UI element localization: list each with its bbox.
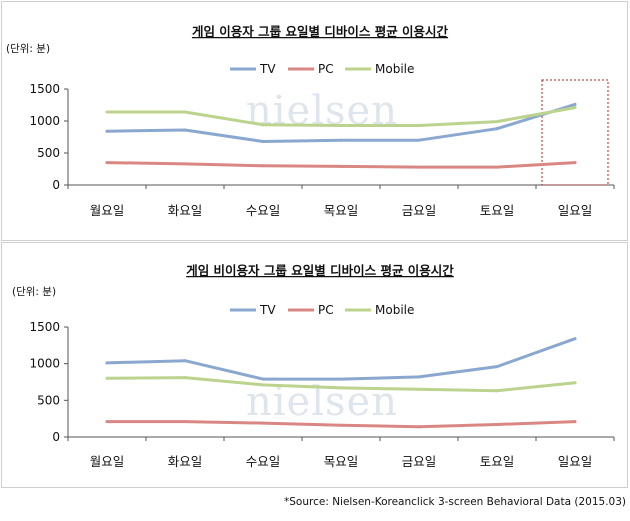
top-point-pc xyxy=(573,161,577,165)
top-y-tick-label: 1500 xyxy=(29,82,60,96)
top-point-pc xyxy=(261,164,265,168)
bottom-point-mobile xyxy=(573,381,577,385)
bottom-category-label: 수요일 xyxy=(246,454,281,469)
bottom-y-tick-label: 1500 xyxy=(29,320,60,334)
bottom-chart-title: 게임 비이용자 그룹 요일별 디바이스 평균 이용시간 xyxy=(186,263,454,278)
top-legend-label-pc: PC xyxy=(318,62,334,76)
top-point-mobile xyxy=(573,106,577,110)
bottom-point-tv xyxy=(417,375,421,379)
bottom-y-tick-label: 1000 xyxy=(29,357,60,371)
top-category-label: 목요일 xyxy=(324,203,359,218)
bottom-y-tick-label: 500 xyxy=(37,393,60,407)
top-legend-label-mobile: Mobile xyxy=(375,62,414,76)
bottom-point-tv xyxy=(339,377,343,381)
top-category-label: 금요일 xyxy=(402,203,437,218)
top-line-chart: nielsen 게임 이용자 그룹 요일별 디바이스 평균 이용시간 (단위: 분)… xyxy=(6,24,615,218)
top-y-tick-label: 500 xyxy=(37,146,60,160)
top-category-label: 토요일 xyxy=(480,203,515,218)
bottom-legend-label-mobile: Mobile xyxy=(375,303,414,317)
top-point-mobile xyxy=(183,110,187,114)
top-point-mobile xyxy=(495,120,499,124)
bottom-point-pc xyxy=(573,420,577,424)
bottom-category-label: 토요일 xyxy=(480,454,515,469)
top-unit-label: (단위: 분) xyxy=(6,42,50,55)
bottom-point-mobile xyxy=(339,386,343,390)
bottom-category-label: 화요일 xyxy=(168,454,203,469)
top-watermark: nielsen xyxy=(246,88,398,134)
bottom-legend-label-pc: PC xyxy=(318,303,334,317)
bottom-point-pc xyxy=(339,423,343,427)
top-point-pc xyxy=(417,165,421,169)
top-category-label: 수요일 xyxy=(246,203,281,218)
top-chart-title: 게임 이용자 그룹 요일별 디바이스 평균 이용시간 xyxy=(192,24,449,39)
top-point-pc xyxy=(105,161,109,165)
top-y-tick-label: 1000 xyxy=(29,114,60,128)
bottom-point-pc xyxy=(183,420,187,424)
bottom-point-pc xyxy=(417,425,421,429)
top-point-tv xyxy=(495,127,499,131)
bottom-point-pc xyxy=(105,420,109,424)
top-point-mobile xyxy=(417,123,421,127)
top-category-label: 화요일 xyxy=(168,203,203,218)
bottom-point-tv xyxy=(183,359,187,363)
bottom-point-tv xyxy=(261,377,265,381)
top-point-mobile xyxy=(105,110,109,114)
top-point-tv xyxy=(573,102,577,106)
top-category-label: 월요일 xyxy=(90,203,125,218)
bottom-point-mobile xyxy=(495,389,499,393)
bottom-chart-panel: nielsen 게임 비이용자 그룹 요일별 디바이스 평균 이용시간 (단위: 분… xyxy=(1,242,628,488)
bottom-point-tv xyxy=(573,337,577,341)
top-category-label: 일요일 xyxy=(558,203,593,218)
bottom-y-tick-label: 0 xyxy=(52,430,60,444)
top-chart-panel: nielsen 게임 이용자 그룹 요일별 디바이스 평균 이용시간 (단위: 분)… xyxy=(1,1,628,241)
top-y-tick-label: 0 xyxy=(52,178,60,192)
bottom-point-tv xyxy=(495,365,499,369)
top-point-tv xyxy=(105,129,109,133)
bottom-legend-label-tv: TV xyxy=(259,303,276,317)
top-point-pc xyxy=(495,165,499,169)
bottom-point-mobile xyxy=(105,376,109,380)
top-point-tv xyxy=(417,138,421,142)
bottom-unit-label: (단위: 분) xyxy=(12,285,56,298)
top-point-pc xyxy=(183,162,187,166)
bottom-category-label: 일요일 xyxy=(558,454,593,469)
bottom-category-label: 월요일 xyxy=(90,454,125,469)
bottom-point-mobile xyxy=(417,387,421,391)
bottom-category-label: 목요일 xyxy=(324,454,359,469)
bottom-point-mobile xyxy=(183,376,187,380)
top-point-mobile xyxy=(261,123,265,127)
bottom-category-label: 금요일 xyxy=(402,454,437,469)
top-point-pc xyxy=(339,164,343,168)
bottom-point-pc xyxy=(495,423,499,427)
top-point-mobile xyxy=(339,123,343,127)
top-legend-label-tv: TV xyxy=(259,62,276,76)
source-note: *Source: Nielsen-Koreanclick 3-screen Be… xyxy=(284,496,626,508)
top-point-tv xyxy=(261,139,265,143)
bottom-point-mobile xyxy=(261,383,265,387)
top-point-tv xyxy=(339,138,343,142)
top-highlight-box xyxy=(541,79,609,186)
top-point-tv xyxy=(183,128,187,132)
bottom-point-tv xyxy=(105,361,109,365)
bottom-series-line-tv xyxy=(105,337,577,381)
bottom-point-pc xyxy=(261,421,265,425)
